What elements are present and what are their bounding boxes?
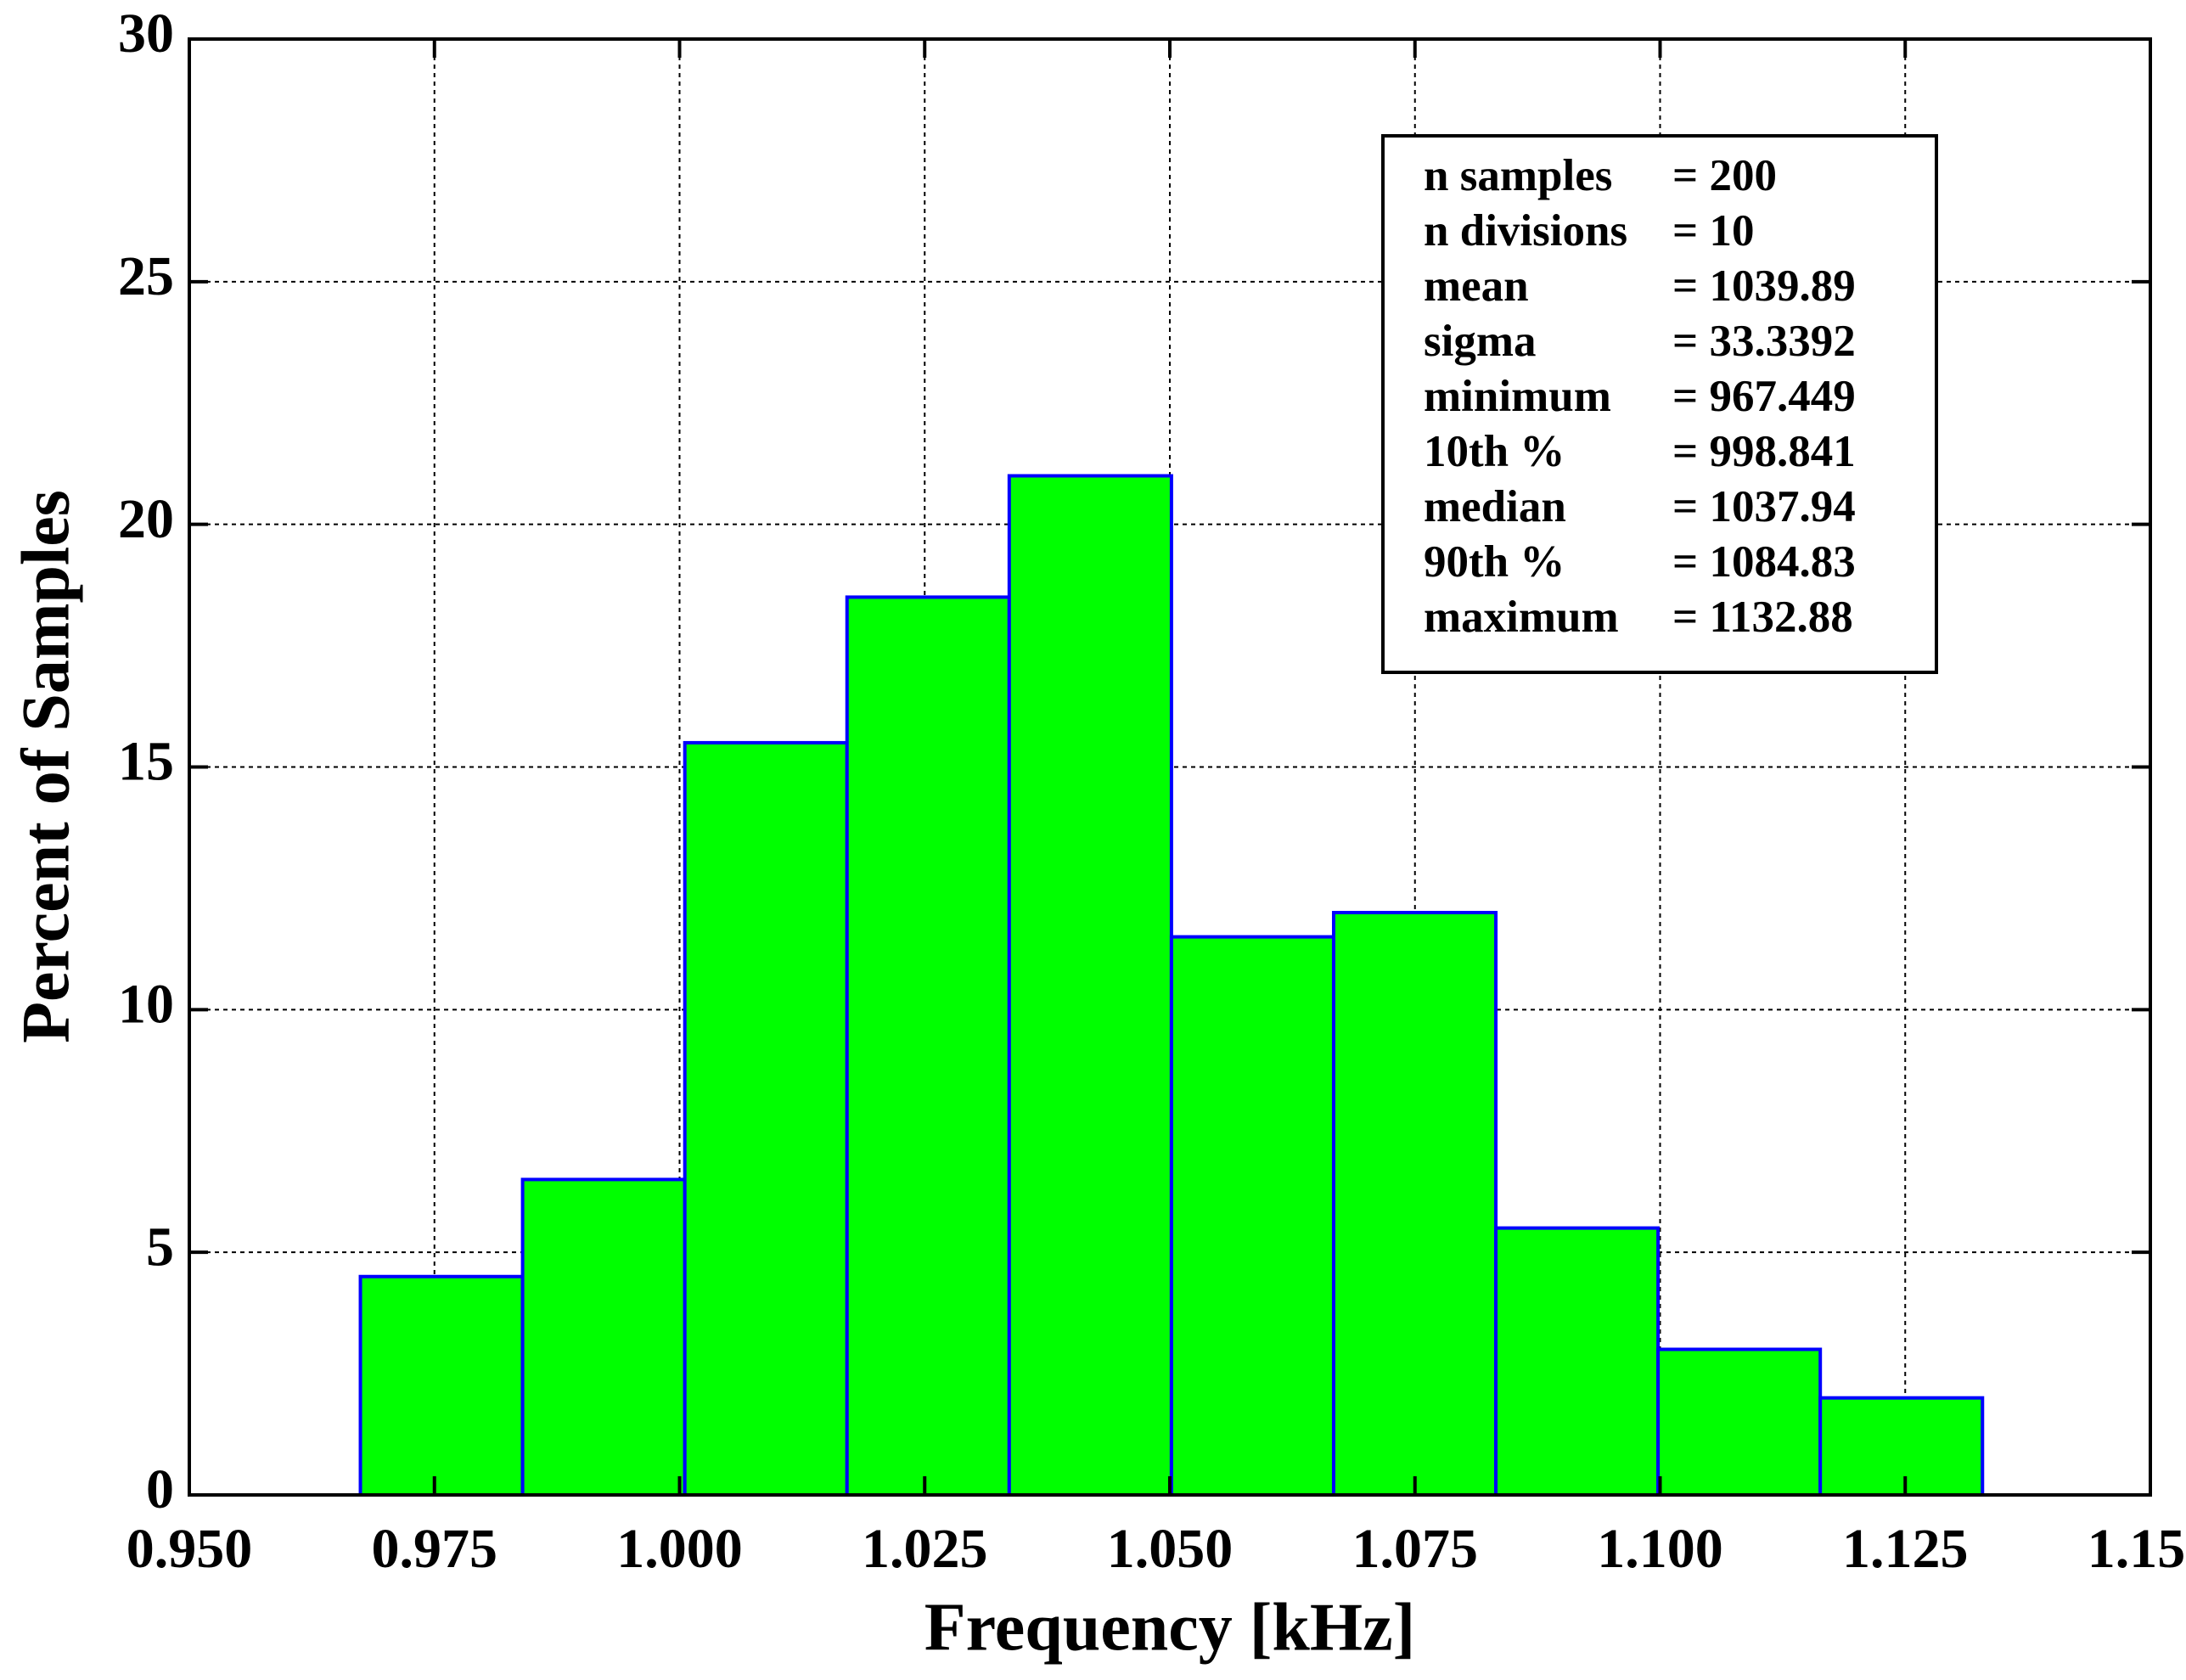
x-tick-label: 1.075 bbox=[1352, 1518, 1479, 1580]
stat-value: = 1132.88 bbox=[1672, 593, 1853, 642]
stat-value: = 200 bbox=[1672, 151, 1777, 200]
bar bbox=[845, 595, 1011, 1497]
bar bbox=[1331, 911, 1498, 1497]
x-axis-title: Frequency [kHz] bbox=[924, 1590, 1415, 1665]
stat-value: = 10 bbox=[1672, 206, 1754, 256]
stat-value: = 33.3392 bbox=[1672, 317, 1856, 366]
x-tick-label: 1.000 bbox=[616, 1518, 743, 1580]
x-tick-label: 0.975 bbox=[372, 1518, 498, 1580]
x-tick-label: 1.025 bbox=[862, 1518, 988, 1580]
bar bbox=[358, 1274, 525, 1497]
stat-label: mean bbox=[1424, 261, 1529, 311]
x-tick-label: 1.150 bbox=[2088, 1518, 2186, 1580]
stat-label: sigma bbox=[1424, 317, 1537, 366]
x-tick-label: 1.050 bbox=[1107, 1518, 1233, 1580]
bar bbox=[520, 1177, 687, 1497]
stat-value: = 967.449 bbox=[1672, 372, 1856, 421]
stat-value: = 998.841 bbox=[1672, 427, 1856, 476]
y-tick-label: 30 bbox=[118, 3, 174, 65]
x-tick-label: 1.100 bbox=[1597, 1518, 1723, 1580]
x-tick-label: 1.125 bbox=[1842, 1518, 1969, 1580]
stat-label: maximum bbox=[1424, 593, 1619, 642]
stat-label: n samples bbox=[1424, 151, 1612, 200]
stat-value: = 1084.83 bbox=[1672, 537, 1856, 587]
bar bbox=[1494, 1226, 1661, 1497]
stat-label: 90th % bbox=[1424, 537, 1565, 587]
stat-value: = 1037.94 bbox=[1672, 482, 1856, 531]
stat-label: minimum bbox=[1424, 372, 1611, 421]
y-tick-label: 0 bbox=[146, 1458, 174, 1520]
bar bbox=[1169, 935, 1335, 1497]
x-tick-label: 0.950 bbox=[126, 1518, 253, 1580]
y-tick-label: 15 bbox=[118, 731, 174, 793]
bar bbox=[1818, 1396, 1985, 1497]
y-axis-title: Percent of Samples bbox=[8, 490, 83, 1043]
stat-value: = 1039.89 bbox=[1672, 261, 1856, 311]
stat-label: n divisions bbox=[1424, 206, 1627, 256]
y-tick-label: 10 bbox=[118, 973, 174, 1035]
y-tick-label: 25 bbox=[118, 245, 174, 307]
y-tick-label: 5 bbox=[146, 1216, 174, 1278]
bar bbox=[1656, 1347, 1823, 1497]
stat-label: median bbox=[1424, 482, 1566, 531]
stat-label: 10th % bbox=[1424, 427, 1565, 476]
stats-box bbox=[1381, 134, 1938, 674]
y-tick-label: 20 bbox=[118, 488, 174, 550]
bar bbox=[683, 740, 849, 1497]
bar bbox=[1007, 474, 1173, 1497]
